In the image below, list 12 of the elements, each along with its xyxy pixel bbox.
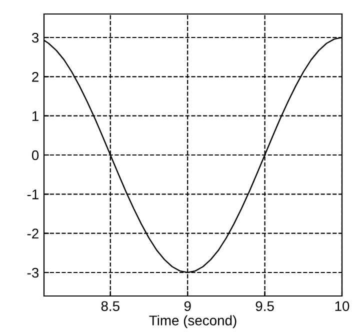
y-tick-label: 2 [32,72,38,82]
y-tick-label: 0 [32,150,39,160]
y-tick-label: 3 [32,32,39,43]
x-axis-title: Time (second) [149,315,236,328]
y-tick-label: -3 [27,268,39,278]
x-tick-label: 9 [184,301,191,312]
x-tick-label: 9.5 [256,301,274,312]
y-tick-label: -2 [27,228,38,238]
x-tick-label: 10 [335,301,350,312]
x-tick-label: 8.5 [101,301,120,312]
y-tick-label: -1 [27,190,38,200]
y-tick-label: 1 [32,111,38,121]
